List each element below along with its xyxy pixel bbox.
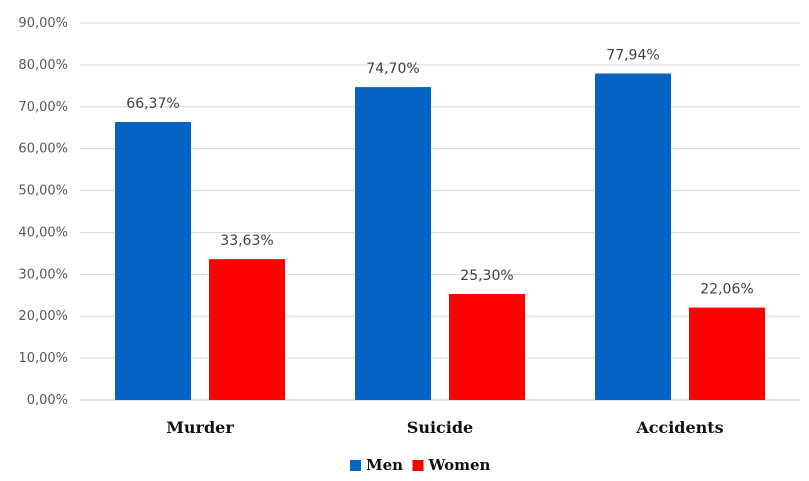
y-tick-label: 10,00% [18,351,68,366]
bar-women-murder [209,259,285,400]
bar-women-suicide [449,294,525,400]
data-label-women-murder: 33,63% [220,233,273,249]
legend: Men Women [350,456,491,474]
data-label-men-suicide: 74,70% [366,61,419,77]
data-label-women-accidents: 22,06% [700,282,753,298]
data-label-men-murder: 66,37% [126,96,179,112]
y-tick-label: 60,00% [18,142,68,157]
legend-label-women: Women [428,456,491,474]
bars [115,73,765,400]
category-labels: Murder Suicide Accidents [166,418,723,437]
bar-men-accidents [595,73,671,400]
category-label-murder: Murder [166,418,234,437]
y-tick-label: 90,00% [18,16,68,31]
data-label-women-suicide: 25,30% [460,268,513,284]
y-tick-label: 0,00% [27,393,68,408]
legend-swatch-men [350,460,361,471]
bar-men-murder [115,121,191,400]
y-tick-label: 80,00% [18,58,68,73]
category-label-suicide: Suicide [407,418,473,437]
legend-label-men: Men [366,456,403,474]
y-tick-label: 30,00% [18,267,68,282]
gridlines [80,22,800,401]
y-tick-label: 20,00% [18,309,68,324]
y-tick-label: 70,00% [18,100,68,115]
bar-men-suicide [355,87,431,400]
legend-swatch-women [412,460,424,471]
data-labels: 66,37% 33,63% 74,70% 25,30% 77,94% 22,06% [126,48,753,298]
y-axis-tick-labels: 0,00% 10,00% 20,00% 30,00% 40,00% 50,00% 60,00… [18,16,68,408]
bar-women-accidents [689,307,765,400]
category-label-accidents: Accidents [635,418,723,437]
y-tick-label: 40,00% [18,225,68,240]
data-label-men-accidents: 77,94% [606,48,659,64]
y-tick-label: 50,00% [18,184,68,199]
